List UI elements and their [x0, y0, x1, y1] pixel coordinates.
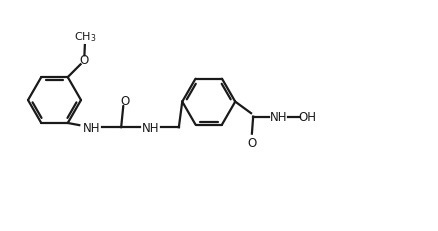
Text: O: O [80, 53, 89, 66]
Text: O: O [120, 95, 130, 108]
Text: CH$_3$: CH$_3$ [74, 30, 96, 44]
Text: NH: NH [270, 111, 288, 124]
Text: O: O [247, 136, 257, 149]
Text: NH: NH [82, 121, 100, 134]
Text: OH: OH [298, 111, 316, 124]
Text: NH: NH [141, 121, 159, 134]
